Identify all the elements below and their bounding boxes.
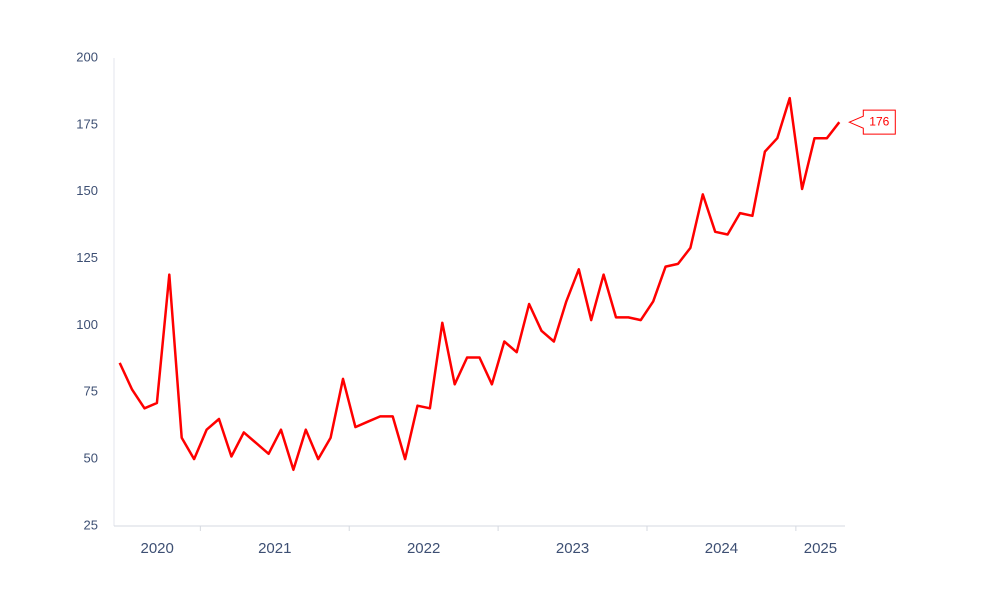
x-tick-label: 2025 — [804, 540, 837, 557]
y-tick-label: 75 — [84, 384, 98, 399]
y-tick-label: 125 — [76, 250, 98, 265]
x-tick-label: 2020 — [140, 540, 173, 557]
callout-box — [848, 109, 896, 135]
x-tick-label: 2024 — [705, 540, 738, 557]
y-tick-label: 150 — [76, 183, 98, 198]
line — [118, 96, 841, 472]
x-tick-label: 2021 — [258, 540, 291, 557]
y-tick-label: 25 — [84, 517, 98, 532]
x-tick-label: 2022 — [407, 540, 440, 557]
x-tick-label: 2023 — [556, 540, 589, 557]
y-tick-label: 200 — [76, 49, 98, 64]
y-tick-label: 175 — [76, 116, 98, 131]
last-value-label: 176 — [869, 114, 889, 128]
y-tick-label: 50 — [84, 451, 98, 466]
y-tick-label: 100 — [76, 317, 98, 332]
